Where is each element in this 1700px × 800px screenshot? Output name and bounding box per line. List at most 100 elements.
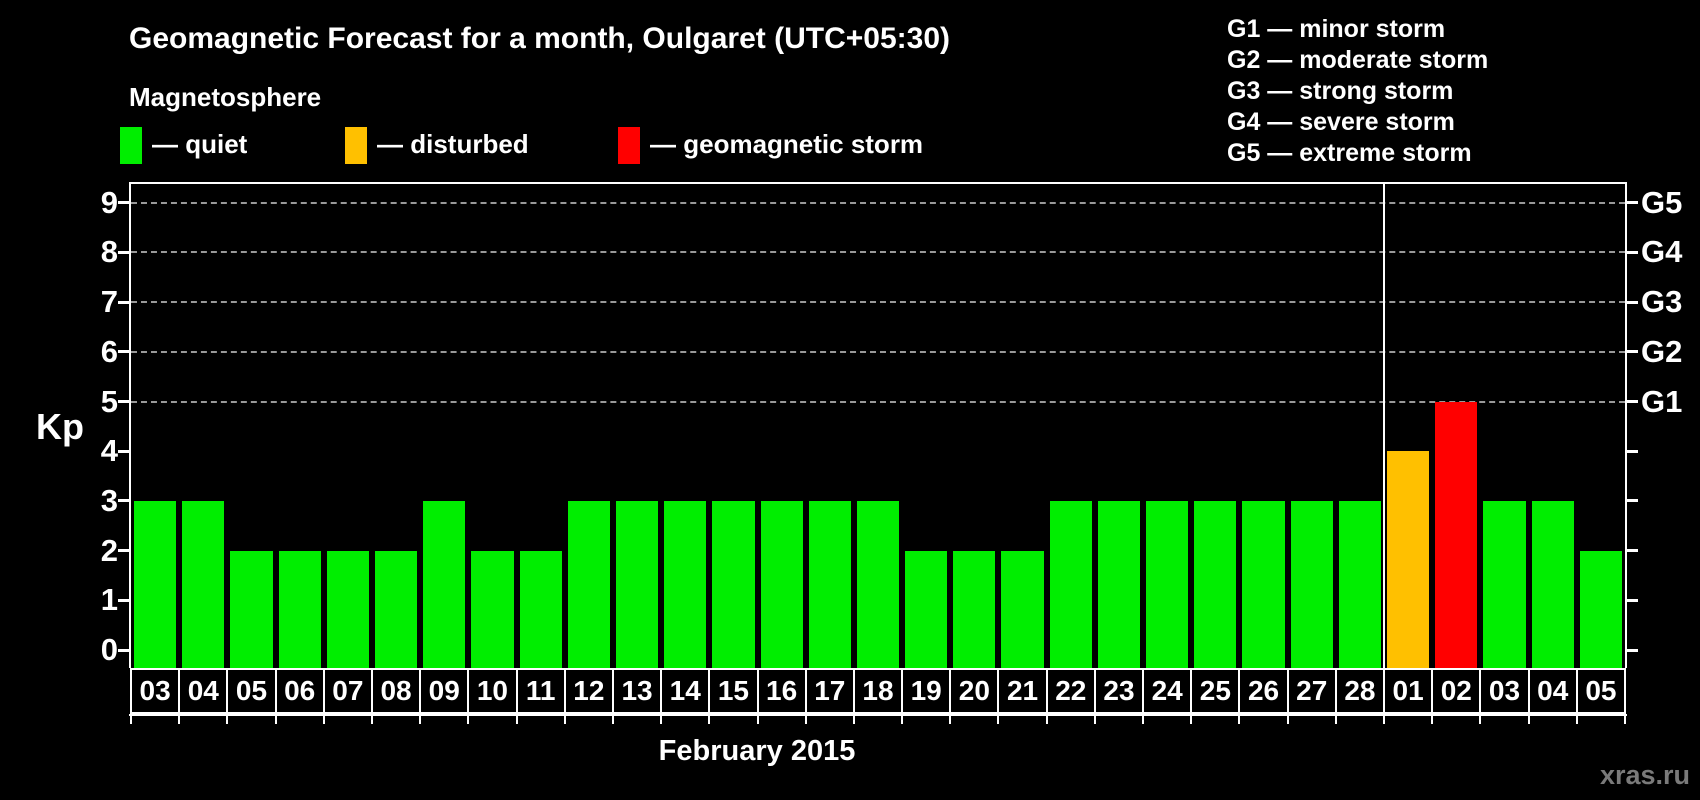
kp-bar-day-20 <box>953 550 996 668</box>
kp-bar-day-17 <box>808 500 851 668</box>
y-axis-tick-label-1: 1 <box>100 582 118 618</box>
day-label-mar-03: 03 <box>1479 668 1530 714</box>
g-legend-line-5: G5 — extreme storm <box>1227 139 1472 167</box>
bottom-tick-24 <box>1286 716 1289 724</box>
bottom-tick-14 <box>804 716 807 724</box>
day-label-feb-19: 19 <box>901 668 952 714</box>
bottom-tick-7 <box>467 716 470 724</box>
left-tick-kp4 <box>118 449 129 453</box>
plot-border-right <box>1625 182 1627 668</box>
day-label-feb-10: 10 <box>467 668 518 714</box>
day-label-feb-20: 20 <box>949 668 1000 714</box>
bottom-tick-2 <box>226 716 229 724</box>
bottom-tick-3 <box>274 716 277 724</box>
kp-bar-day-10 <box>471 550 514 668</box>
day-label-feb-17: 17 <box>804 668 855 714</box>
bottom-tick-16 <box>901 716 904 724</box>
left-tick-kp0 <box>118 648 129 652</box>
day-label-feb-03: 03 <box>130 668 181 714</box>
right-tick-kp5 <box>1627 400 1638 403</box>
y-axis-tick-label-8: 8 <box>100 234 118 270</box>
right-tick-kp7 <box>1627 300 1638 304</box>
right-tick-kp3 <box>1627 499 1638 503</box>
day-label-feb-22: 22 <box>1045 668 1096 714</box>
kp-bar-day-19 <box>905 550 948 668</box>
right-axis-label-g5: G5 <box>1641 184 1683 220</box>
kp-bar-day-26 <box>1242 500 1285 668</box>
gridline-kp9 <box>131 201 1625 204</box>
plot-border-left <box>129 182 131 668</box>
day-label-feb-25: 25 <box>1190 668 1241 714</box>
bottom-tick-22 <box>1190 716 1193 724</box>
y-axis-tick-label-3: 3 <box>100 482 118 518</box>
bottom-tick-31 <box>1624 716 1626 724</box>
right-tick-kp8 <box>1627 250 1638 254</box>
bottom-tick-4 <box>322 716 325 724</box>
day-label-mar-05: 05 <box>1575 668 1626 714</box>
gridline-kp6 <box>131 350 1625 353</box>
day-label-mar-02: 02 <box>1431 668 1482 714</box>
kp-bar-day-13 <box>615 500 659 668</box>
gridline-kp7 <box>131 301 1625 304</box>
month-separator-line <box>1383 184 1386 668</box>
kp-bar-day-14 <box>664 500 707 668</box>
day-label-feb-14: 14 <box>660 668 711 714</box>
kp-bar-day-21 <box>1001 550 1044 668</box>
legend-label-quiet: — quiet <box>152 129 248 159</box>
kp-bar-day-27 <box>1290 500 1333 668</box>
g-legend-line-1: G1 — minor storm <box>1227 15 1446 43</box>
kp-bar-day-15 <box>712 500 755 668</box>
y-axis-tick-label-4: 4 <box>100 433 118 469</box>
bottom-tick-20 <box>1093 716 1096 724</box>
legend-label-disturbed: — disturbed <box>377 129 529 159</box>
bottom-tick-25 <box>1334 716 1337 724</box>
bottom-tick-23 <box>1238 716 1241 724</box>
kp-bar-day-22 <box>1049 500 1092 668</box>
right-tick-kp2 <box>1627 549 1638 553</box>
left-tick-kp7 <box>118 300 129 304</box>
g-legend-line-2: G2 — moderate storm <box>1227 46 1489 74</box>
left-tick-kp5 <box>118 400 129 403</box>
day-label-feb-05: 05 <box>226 668 277 714</box>
day-label-feb-07: 07 <box>322 668 373 714</box>
bottom-tick-8 <box>515 716 518 724</box>
y-axis-tick-label-0: 0 <box>100 632 118 667</box>
day-label-feb-11: 11 <box>515 668 566 714</box>
day-label-mar-04: 04 <box>1527 668 1578 714</box>
kp-bar-day-08 <box>374 550 418 668</box>
day-label-feb-27: 27 <box>1286 668 1337 714</box>
disturbed-color-swatch <box>345 127 367 164</box>
bottom-tick-9 <box>563 716 566 724</box>
right-tick-kp6 <box>1627 350 1638 354</box>
day-label-feb-21: 21 <box>997 668 1048 714</box>
kp-bar-day-02 <box>1435 401 1478 668</box>
bottom-tick-0 <box>130 716 132 724</box>
left-tick-kp8 <box>118 250 129 254</box>
day-label-feb-16: 16 <box>756 668 807 714</box>
day-label-feb-23: 23 <box>1093 668 1145 714</box>
plot-border-top <box>129 182 1627 184</box>
kp-bar-day-06 <box>278 550 321 668</box>
day-label-feb-13: 13 <box>611 668 663 714</box>
bottom-tick-27 <box>1431 716 1434 724</box>
right-axis-label-g2: G2 <box>1641 333 1683 369</box>
bottom-tick-13 <box>756 716 759 724</box>
y-axis-tick-label-5: 5 <box>100 383 118 419</box>
g-legend-line-3: G3 — strong storm <box>1227 77 1454 105</box>
y-axis-tick-label-7: 7 <box>100 284 118 320</box>
kp-bar-day-04 <box>1531 500 1574 668</box>
x-axis-label: February 2015 <box>658 735 856 767</box>
kp-bar-day-24 <box>1146 500 1189 668</box>
left-tick-kp6 <box>118 350 129 354</box>
bottom-tick-15 <box>852 716 855 724</box>
kp-bar-day-16 <box>760 500 803 668</box>
kp-bar-day-04 <box>182 500 225 668</box>
bottom-tick-1 <box>178 716 181 724</box>
quiet-color-swatch <box>120 127 142 164</box>
kp-bar-day-09 <box>423 500 466 668</box>
kp-bar-day-07 <box>326 550 369 668</box>
bottom-tick-11 <box>660 716 663 724</box>
legend-label-storm: — geomagnetic storm <box>650 129 924 159</box>
bottom-tick-29 <box>1527 716 1530 724</box>
